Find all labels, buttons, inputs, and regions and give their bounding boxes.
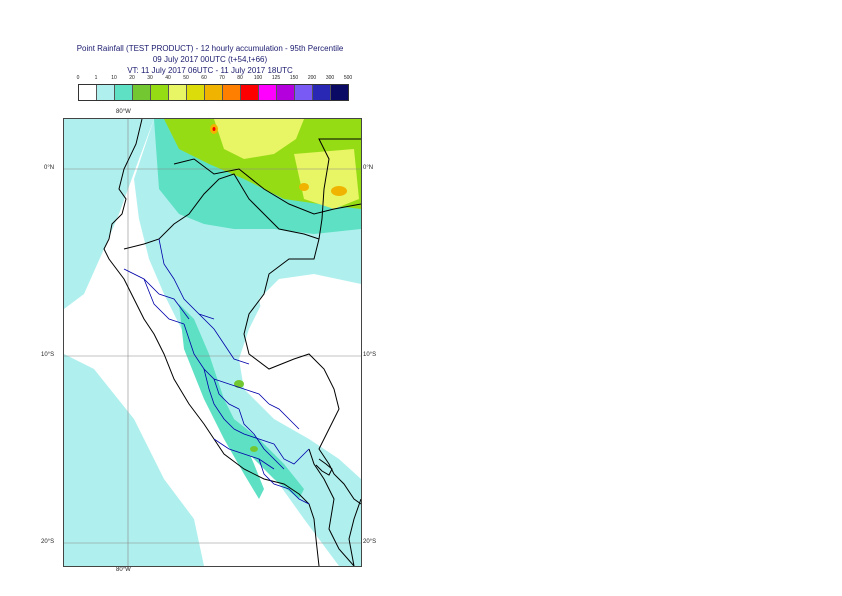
legend-bar — [78, 84, 349, 101]
title-line-3: VT: 11 July 2017 06UTC - 11 July 2017 18… — [127, 66, 293, 75]
color-legend: 0 1 10 20 30 40 50 60 70 80 100 125 150 200 300 500 — [76, 75, 353, 101]
legend-threshold-label: 80 — [237, 75, 243, 81]
legend-swatch — [205, 85, 223, 100]
clear-area-east-2 — [264, 299, 361, 369]
legend-swatch — [169, 85, 187, 100]
titicaca-lake — [315, 458, 333, 476]
rain-area-yellow — [214, 119, 304, 159]
legend-swatch — [133, 85, 151, 100]
rain-streak-andes-2 — [234, 419, 304, 499]
legend-swatch — [151, 85, 169, 100]
regional-borders — [123, 238, 310, 505]
legend-threshold-label: 200 — [307, 75, 317, 81]
legend-threshold-label: 40 — [165, 75, 171, 81]
map-title: Point Rainfall (TEST PRODUCT) - 12 hourl… — [60, 43, 360, 76]
legend-swatch — [277, 85, 295, 100]
legend-threshold-label: 60 — [201, 75, 207, 81]
lat-label-right-20s: 20°S — [363, 539, 377, 545]
legend-threshold-label: 50 — [183, 75, 189, 81]
legend-swatch — [313, 85, 331, 100]
legend-labels: 0 1 10 20 30 40 50 60 70 80 100 125 150 200 300 500 — [76, 75, 353, 84]
legend-threshold-label: 0 — [76, 75, 80, 81]
lat-label-left-20s: 20°S — [41, 539, 55, 545]
rain-cell-orange-east-2 — [299, 183, 309, 191]
title-line-2: 09 July 2017 00UTC (t+54,t+66) — [152, 55, 268, 64]
lat-label-right-0: 0°N — [363, 165, 374, 171]
lon-label-bottom: 80°W — [116, 567, 131, 573]
bolivia-chile-border — [348, 498, 361, 566]
legend-swatch — [331, 85, 348, 100]
colombia-brazil-border — [318, 138, 361, 240]
legend-threshold-label: 10 — [111, 75, 117, 81]
title-line-1: Point Rainfall (TEST PRODUCT) - 12 hourl… — [76, 44, 344, 53]
peru-brazil-border — [243, 238, 361, 505]
rain-cell-green-andes — [234, 380, 244, 388]
legend-threshold-label: 1 — [94, 75, 98, 81]
legend-swatch — [295, 85, 313, 100]
lat-label-left-0: 0°N — [44, 165, 55, 171]
lat-label-left-10s: 10°S — [41, 352, 55, 358]
legend-swatch — [187, 85, 205, 100]
legend-swatch — [223, 85, 241, 100]
ecuador-colombia-border — [173, 158, 361, 215]
rain-cell-red-north — [212, 127, 216, 131]
legend-swatch — [97, 85, 115, 100]
legend-threshold-label: 20 — [129, 75, 135, 81]
rain-area-ocean-south — [64, 354, 204, 566]
rainfall-map — [63, 118, 362, 567]
rain-area-ocean-north — [64, 119, 154, 309]
rain-cell-orange-east — [331, 186, 347, 196]
lat-label-right-10s: 10°S — [363, 352, 377, 358]
legend-threshold-label: 300 — [325, 75, 335, 81]
legend-swatch — [79, 85, 97, 100]
legend-threshold-label: 500 — [343, 75, 353, 81]
legend-swatch — [259, 85, 277, 100]
white-coast-strip — [64, 309, 94, 354]
rain-streak-andes-1 — [179, 304, 264, 499]
rain-cell-green-andes-2 — [250, 446, 258, 452]
coastline — [103, 119, 320, 566]
legend-threshold-label: 125 — [271, 75, 281, 81]
peru-bolivia-border — [308, 448, 355, 566]
map-canvas — [64, 119, 361, 566]
legend-swatch — [241, 85, 259, 100]
legend-threshold-label: 100 — [253, 75, 263, 81]
legend-threshold-label: 150 — [289, 75, 299, 81]
lon-label-top: 80°W — [116, 109, 131, 115]
legend-swatch — [115, 85, 133, 100]
legend-threshold-label: 70 — [219, 75, 225, 81]
legend-threshold-label: 30 — [147, 75, 153, 81]
